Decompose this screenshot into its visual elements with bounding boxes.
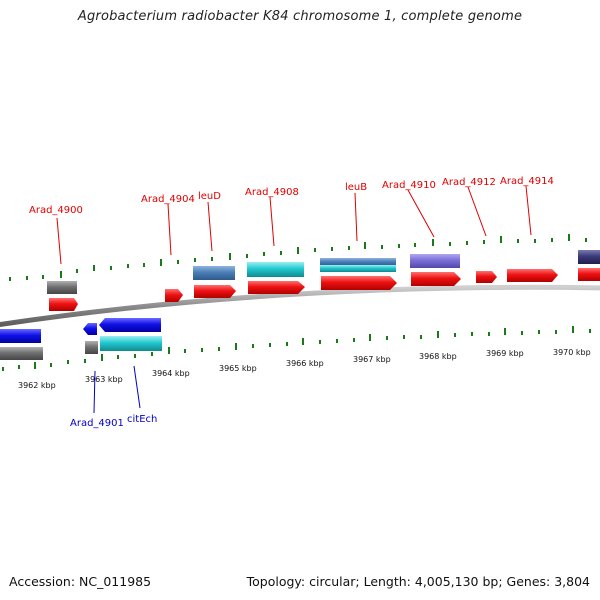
reverse-label-text: Arad_4901 citEch (70, 414, 157, 429)
kbp-label: 3963 kbp (85, 375, 123, 384)
gene-label-citech: citEch (127, 414, 157, 425)
gene-label-arad-4904: Arad_4904 (141, 194, 195, 205)
genome-summary: Topology: circular; Length: 4,005,130 bp… (246, 574, 590, 589)
cds-arrow (507, 269, 558, 282)
gene-label-arad-4914: Arad_4914 (500, 176, 554, 187)
gene-label-arad-4901: Arad_4901 (70, 418, 124, 429)
kbp-label: 3967 kbp (353, 355, 391, 364)
cds-arrow (194, 285, 236, 298)
cds-arrow (476, 271, 497, 283)
forward-labels (56, 185, 532, 265)
chromosome-backbone (0, 284, 600, 328)
cds-arrow (321, 276, 397, 290)
cds-arrow (248, 281, 305, 294)
forward-cds-arrows (49, 268, 600, 311)
gene-bar (320, 265, 396, 272)
cds-arrow (165, 289, 183, 302)
gene-bar (85, 341, 98, 354)
map-title: Agrobacterium radiobacter K84 chromosome… (77, 9, 523, 24)
reverse-gene-bars (0, 336, 162, 360)
gene-label-leud: leuD (198, 191, 221, 202)
cds-arrow (578, 268, 600, 281)
gene-label-arad-4912: Arad_4912 (442, 177, 496, 188)
gene-label-leub: leuB (345, 182, 367, 193)
gene-bar (578, 250, 600, 264)
forward-label-text: Arad_4900 Arad_4904 leuD Arad_4908 leuB … (29, 176, 554, 216)
lower-tick-row (2, 326, 591, 371)
gene-label-arad-4908: Arad_4908 (245, 187, 299, 198)
kbp-label: 3966 kbp (286, 359, 324, 368)
gene-label-arad-4900: Arad_4900 (29, 205, 83, 216)
cds-arrow (99, 318, 161, 332)
gene-label-arad-4910: Arad_4910 (382, 180, 436, 191)
cds-arrow (83, 323, 97, 335)
accession-label: Accession: NC_011985 (9, 574, 152, 589)
upper-tick-row (9, 234, 587, 281)
kbp-scale: 3962 kbp 3963 kbp 3964 kbp 3965 kbp 3966… (18, 348, 591, 390)
kbp-label: 3965 kbp (219, 364, 257, 373)
kbp-label: 3968 kbp (419, 352, 457, 361)
gene-bar (0, 347, 43, 360)
cds-arrow (0, 329, 41, 343)
gene-bar (247, 262, 304, 277)
cds-arrow (411, 272, 461, 286)
gene-bar (410, 254, 460, 268)
gene-bar (100, 336, 162, 351)
forward-gene-bars (47, 250, 600, 294)
kbp-label: 3970 kbp (553, 348, 591, 357)
reverse-cds-arrows (0, 318, 161, 343)
gene-bar (47, 281, 77, 294)
gene-bar (320, 258, 396, 266)
reverse-labels (93, 365, 141, 414)
gene-bar (193, 266, 235, 280)
kbp-label: 3964 kbp (152, 369, 190, 378)
kbp-label: 3969 kbp (486, 349, 524, 358)
kbp-label: 3962 kbp (18, 381, 56, 390)
cds-arrow (49, 298, 78, 311)
